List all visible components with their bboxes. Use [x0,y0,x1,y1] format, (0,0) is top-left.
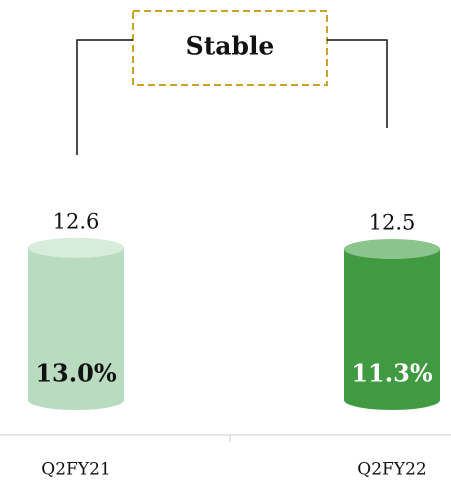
inner-value-label: 13.0% [35,359,116,388]
inner-value-label: 11.3% [351,359,432,388]
cylinder-top [344,239,440,260]
value-label: 12.5 [369,211,416,235]
cylinder-body [344,249,440,410]
cylinder-body [28,247,124,410]
value-label: 12.6 [53,209,100,233]
bracket-right [327,39,388,128]
x-tick-label: Q2FY22 [357,460,426,480]
cylinder-top [28,237,124,258]
annotation-box [132,10,328,86]
annotation: Stable [186,32,275,61]
bracket-left [76,39,133,155]
x-tick-label: Q2FY21 [41,460,110,480]
